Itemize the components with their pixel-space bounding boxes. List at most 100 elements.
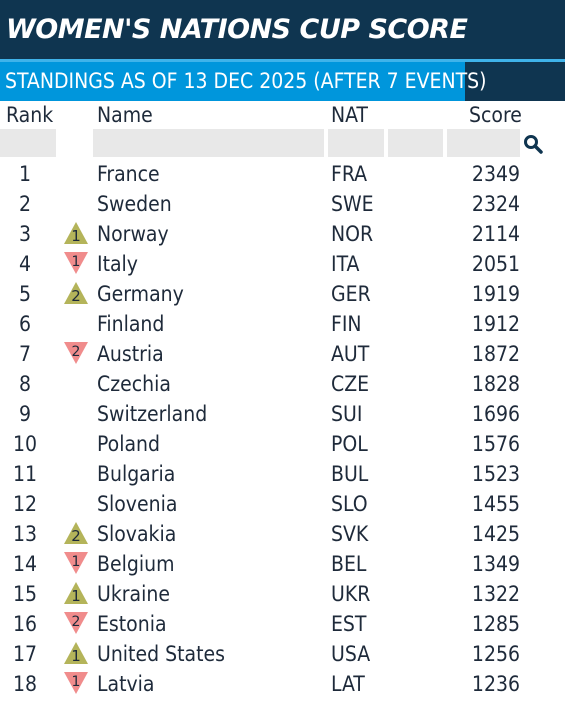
column-headers: Rank Name NAT Score [0, 101, 565, 129]
rank-change-value: 1 [72, 674, 81, 690]
table-row[interactable]: 4 Italy ITA 2051 1 [0, 249, 565, 279]
nat-cell: SUI [331, 402, 363, 426]
nat-cell: USA [331, 642, 371, 666]
name-cell: Estonia [97, 612, 167, 636]
name-cell: Czechia [97, 372, 171, 396]
table-row[interactable]: 15 Ukraine UKR 1322 1 [0, 579, 565, 609]
name-cell: Bulgaria [97, 462, 176, 486]
nat-cell: NOR [331, 222, 374, 246]
table-row[interactable]: 5 Germany GER 1919 2 [0, 279, 565, 309]
page-title: WOMEN'S NATIONS CUP SCORE [0, 0, 565, 59]
standings-tab[interactable]: STANDINGS AS OF 13 DEC 2025 (AFTER 7 EVE… [0, 62, 487, 101]
score-cell: 2324 [471, 192, 520, 216]
rank-cell: 14 [12, 552, 38, 576]
filter-extra[interactable] [388, 129, 443, 157]
rank-cell: 16 [12, 612, 38, 636]
rank-up-icon: 2 [63, 281, 89, 305]
rank-up-icon: 1 [63, 581, 89, 605]
table-row[interactable]: 17 United States USA 1256 1 [0, 639, 565, 669]
name-cell: Austria [97, 342, 164, 366]
name-cell: Latvia [97, 672, 155, 696]
table-row[interactable]: 7 Austria AUT 1872 2 [0, 339, 565, 369]
subtitle-rule [0, 59, 565, 62]
name-cell: Switzerland [97, 402, 208, 426]
rank-cell: 9 [18, 402, 32, 426]
nat-cell: GER [331, 282, 371, 306]
rank-cell: 18 [12, 672, 38, 696]
filter-name[interactable] [93, 129, 324, 157]
rank-change-value: 2 [72, 614, 81, 630]
table-row[interactable]: 8 Czechia CZE 1828 [0, 369, 565, 399]
rank-cell: 8 [18, 372, 32, 396]
table-row[interactable]: 2 Sweden SWE 2324 [0, 189, 565, 219]
search-icon[interactable] [523, 134, 543, 154]
score-cell: 1696 [471, 402, 520, 426]
filter-rank[interactable] [0, 129, 56, 157]
score-cell: 1236 [471, 672, 520, 696]
score-cell: 1523 [471, 462, 520, 486]
table-row[interactable]: 1 France FRA 2349 [0, 159, 565, 189]
nat-cell: EST [331, 612, 367, 636]
score-cell: 1828 [471, 372, 520, 396]
table-row[interactable]: 3 Norway NOR 2114 1 [0, 219, 565, 249]
column-header-score[interactable]: Score [469, 103, 522, 127]
table-row[interactable]: 9 Switzerland SUI 1696 [0, 399, 565, 429]
name-cell: Slovakia [97, 522, 177, 546]
name-cell: France [97, 162, 160, 186]
nat-cell: AUT [331, 342, 370, 366]
score-cell: 1285 [471, 612, 520, 636]
nat-cell: LAT [331, 672, 365, 696]
name-cell: Sweden [97, 192, 172, 216]
table-row[interactable]: 13 Slovakia SVK 1425 2 [0, 519, 565, 549]
score-cell: 1425 [471, 522, 520, 546]
rank-up-icon: 1 [63, 221, 89, 245]
rank-cell: 17 [12, 642, 38, 666]
rank-cell: 7 [18, 342, 32, 366]
rank-cell: 15 [12, 582, 38, 606]
nat-cell: SLO [331, 492, 368, 516]
table-row[interactable]: 10 Poland POL 1576 [0, 429, 565, 459]
nat-cell: UKR [331, 582, 371, 606]
rank-change-value: 1 [71, 227, 81, 245]
name-cell: Germany [97, 282, 184, 306]
rank-cell: 3 [18, 222, 32, 246]
score-cell: 1919 [471, 282, 520, 306]
rank-down-icon: 2 [63, 611, 89, 635]
table-row[interactable]: 16 Estonia EST 1285 2 [0, 609, 565, 639]
name-cell: Italy [97, 252, 138, 276]
rank-change-value: 1 [71, 647, 81, 665]
table-row[interactable]: 14 Belgium BEL 1349 1 [0, 549, 565, 579]
name-cell: Slovenia [97, 492, 178, 516]
table-row[interactable]: 18 Latvia LAT 1236 1 [0, 669, 565, 699]
filter-score[interactable] [447, 129, 520, 157]
nat-cell: ITA [331, 252, 360, 276]
rank-cell: 12 [12, 492, 38, 516]
table-row[interactable]: 11 Bulgaria BUL 1523 [0, 459, 565, 489]
score-cell: 1349 [471, 552, 520, 576]
rank-cell: 11 [12, 462, 38, 486]
score-cell: 2349 [471, 162, 520, 186]
score-cell: 2114 [471, 222, 520, 246]
score-cell: 1256 [471, 642, 520, 666]
nat-cell: FRA [331, 162, 368, 186]
filter-nat[interactable] [328, 129, 384, 157]
score-cell: 2051 [471, 252, 520, 276]
rank-change-value: 2 [72, 344, 81, 360]
rank-change-value: 2 [71, 527, 81, 545]
standings-table: 1 France FRA 2349 2 Sweden SWE 2324 3 Norway NOR 21… [0, 159, 565, 699]
table-row[interactable]: 6 Finland FIN 1912 [0, 309, 565, 339]
name-cell: Ukraine [97, 582, 170, 606]
name-cell: Poland [97, 432, 160, 456]
score-cell: 1912 [471, 312, 520, 336]
name-cell: Norway [97, 222, 169, 246]
rank-down-icon: 1 [63, 551, 89, 575]
column-header-nat[interactable]: NAT [331, 103, 368, 127]
nat-cell: BUL [331, 462, 369, 486]
score-cell: 1455 [471, 492, 520, 516]
rank-change-value: 1 [72, 554, 81, 570]
name-cell: Finland [97, 312, 165, 336]
rank-cell: 13 [12, 522, 38, 546]
column-header-name[interactable]: Name [97, 103, 153, 127]
column-header-rank[interactable]: Rank [6, 103, 54, 127]
table-row[interactable]: 12 Slovenia SLO 1455 [0, 489, 565, 519]
